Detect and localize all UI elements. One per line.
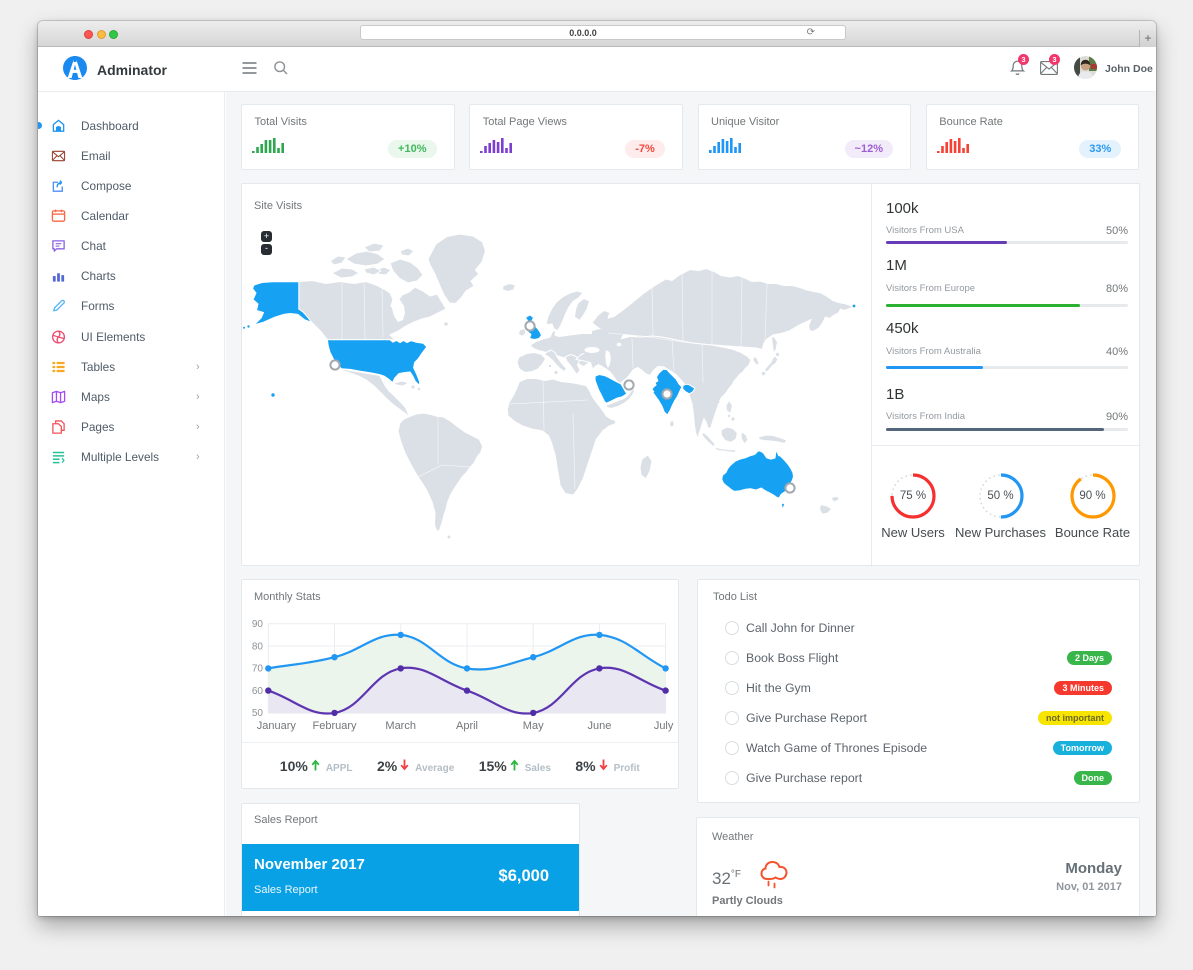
svg-text:June: June [587, 720, 611, 732]
svg-text:July: July [654, 720, 674, 732]
svg-text:March: March [385, 720, 416, 732]
svg-text:60: 60 [252, 685, 264, 696]
svg-text:February: February [312, 720, 357, 732]
svg-text:80: 80 [252, 641, 264, 652]
svg-text:50: 50 [252, 708, 264, 719]
svg-text:January: January [257, 720, 297, 732]
svg-text:70: 70 [252, 663, 264, 674]
svg-text:90: 90 [252, 619, 264, 630]
svg-text:May: May [523, 720, 544, 732]
svg-text:April: April [456, 720, 478, 732]
